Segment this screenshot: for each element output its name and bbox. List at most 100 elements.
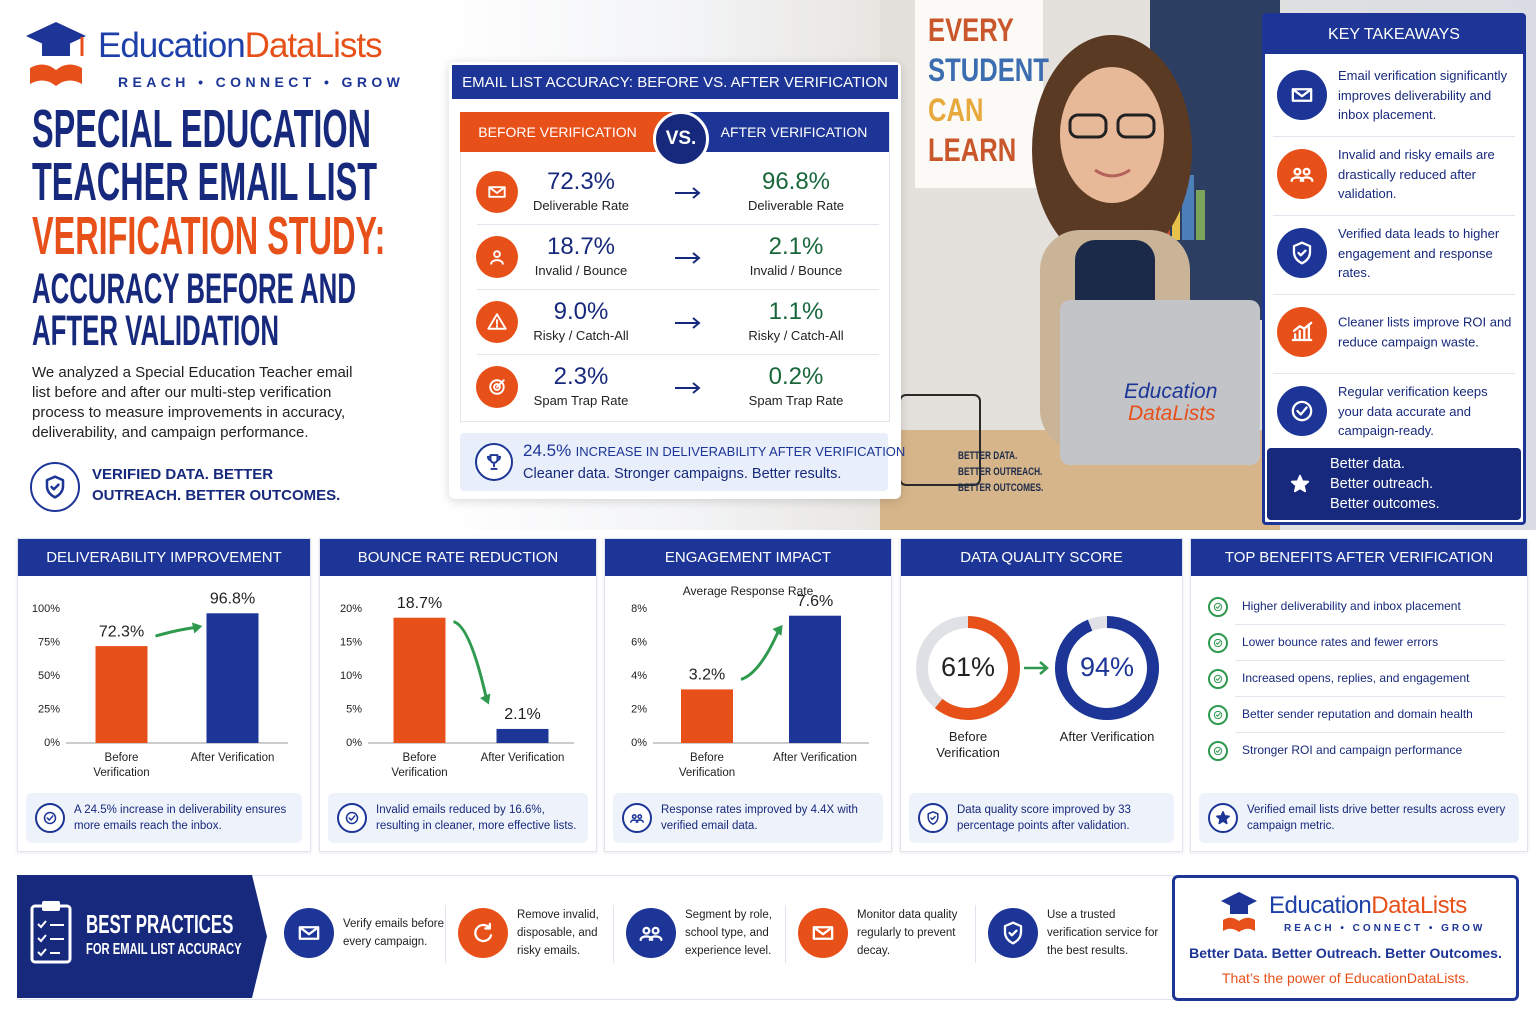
icon-circle [1277, 307, 1327, 357]
brand: EducationDataLists [98, 26, 383, 66]
intro: We analyzed a Special Education Teacher … [32, 364, 353, 441]
y-tick-label: 0% [346, 737, 362, 749]
footer-line2: That’s the power of EducationDataLists. [1221, 970, 1470, 986]
category-label: After Verification [480, 752, 565, 764]
value-label: 2.1% [504, 706, 540, 723]
bar [681, 689, 733, 743]
footer-brand-a: Education [1269, 892, 1372, 919]
y-tick-label: 20% [340, 603, 362, 615]
takeaways-callout: Better data. Better outreach. Better outco… [1267, 448, 1521, 520]
value-label: 7.6% [797, 593, 833, 610]
icon-path [1216, 811, 1230, 825]
donut-arrow [1024, 661, 1049, 675]
highlight-value: 24.5% [523, 441, 572, 460]
value-label: 61% [941, 652, 995, 682]
icon-circle [1277, 149, 1327, 199]
before-caption: Spam Trap Rate [533, 393, 629, 408]
icon-glyph [1291, 400, 1313, 422]
comparison-panel: EMAIL LIST ACCURACY: BEFORE VS. AFTER VE… [449, 62, 905, 499]
row-arrow [675, 382, 701, 394]
after-value: 96.8% [761, 168, 831, 195]
icon-path [1213, 638, 1223, 648]
after-caption: Spam Trap Rate [748, 393, 844, 408]
takeaway-text: Regular verification keeps your data acc… [1338, 383, 1488, 438]
y-tick-label: 4% [631, 670, 647, 682]
takeaway-separator [1273, 294, 1515, 295]
category-label: Before Verification [93, 752, 150, 779]
icon-path [345, 811, 359, 825]
icon [988, 908, 1038, 958]
comparison-title: EMAIL LIST ACCURACY: BEFORE VS. AFTER VE… [452, 65, 898, 99]
y-tick-label: 8% [631, 603, 647, 615]
shape [1223, 917, 1255, 932]
after-caption: Risky / Catch-All [748, 328, 844, 343]
shape [37, 920, 47, 957]
takeaway-separator [1273, 373, 1515, 374]
shape [1196, 190, 1205, 240]
footer-box: EducationDataLists REACH • CONNECT • GRO… [1172, 875, 1519, 1001]
icon-path [1003, 921, 1023, 945]
icon-circle [1208, 741, 1228, 761]
icon-path [298, 926, 320, 940]
icon-path [1291, 88, 1313, 102]
icon-path [488, 186, 506, 198]
icon-glyph [1292, 241, 1312, 265]
y-tick-label: 75% [38, 636, 60, 648]
mug-text: BETTER OUTREACH. [958, 466, 1043, 478]
icon-path [1292, 241, 1312, 265]
icon-glyph [345, 811, 359, 825]
icon [1277, 149, 1327, 199]
brand-b: DataLists [244, 26, 383, 65]
after-value: 0.2% [768, 363, 824, 390]
takeaways-panel: KEY TAKEAWAYS Better data. Better outreac… [1262, 13, 1526, 525]
icon-path [639, 926, 663, 942]
arrow-path [675, 317, 701, 329]
takeaway-text: Cleaner lists improve ROI and reduce cam… [1338, 314, 1512, 350]
row-arrow [675, 252, 701, 264]
card-title: DATA QUALITY SCORE [901, 539, 1182, 576]
benefit-separator [1235, 624, 1505, 625]
category-label: Before Verification [936, 729, 1000, 760]
highlight-subtext: Cleaner data. Stronger campaigns. Better… [523, 466, 842, 482]
shape [42, 901, 60, 911]
icon-circle [1277, 386, 1327, 436]
icon-path [1213, 710, 1223, 720]
icon-path [487, 313, 507, 330]
chart-subtitle: Average Response Rate [682, 584, 814, 598]
icon [476, 301, 518, 343]
shape [26, 22, 86, 50]
after-caption: Invalid / Bounce [749, 263, 843, 278]
practice-text: Monitor data quality regularly to preven… [857, 909, 958, 957]
icon-path [1213, 674, 1223, 684]
icon-circle [1208, 669, 1228, 689]
shape [42, 42, 70, 56]
icon-path [630, 814, 644, 823]
benefit-text: Lower bounce rates and fewer errors [1242, 635, 1439, 649]
title-line: ACCURACY BEFORE AND [32, 265, 356, 313]
card-title: ENGAGEMENT IMPACT [605, 539, 891, 576]
practice-divider [785, 905, 786, 963]
row-arrow [675, 317, 701, 329]
card-title: DELIVERABILITY IMPROVEMENT [18, 539, 310, 576]
y-tick-label: 5% [346, 703, 362, 715]
icon-glyph [1291, 88, 1313, 102]
icon-glyph [1290, 167, 1314, 183]
donut-arc [1055, 616, 1159, 720]
benefit-text: Better sender reputation and domain heal… [1242, 707, 1473, 721]
value-label: 96.8% [210, 591, 255, 608]
shape [1116, 113, 1156, 139]
takeaway-text: Verified data leads to higher engagement… [1338, 225, 1500, 280]
benefit-text: Increased opens, replies, and engagement [1242, 671, 1470, 685]
footer-brand: EducationDataLists [1269, 892, 1467, 920]
icon-path [489, 379, 505, 395]
benefit-text: Higher deliverability and inbox placemen… [1242, 599, 1461, 613]
chart-plot: 0% 25% 50% 75% 100% 72.3% 96.8% [32, 591, 288, 749]
value-label: 94% [1080, 652, 1134, 682]
benefit-text: Stronger ROI and campaign performance [1242, 743, 1463, 757]
callout-line: Better outreach. [1330, 476, 1434, 492]
practice-text: Use a trusted verification service for t… [1047, 909, 1159, 957]
icon [1208, 705, 1228, 725]
best-practices-title: BEST PRACTICES [86, 909, 234, 939]
icon-path [490, 250, 504, 265]
y-tick-label: 25% [38, 703, 60, 715]
